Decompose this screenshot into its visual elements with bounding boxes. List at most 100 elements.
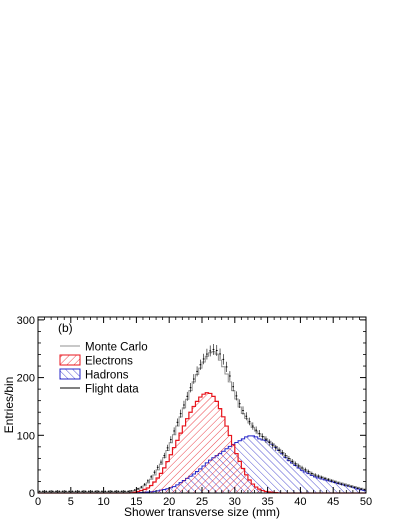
flight-data-point — [304, 467, 307, 473]
flight-data-point — [206, 348, 208, 360]
flight-data-point — [301, 465, 303, 471]
flight-data-point — [229, 371, 231, 381]
legend-swatch — [59, 368, 81, 380]
legend-item-hadrons: Hadrons — [59, 368, 129, 382]
flight-data-point — [110, 490, 113, 492]
flight-data-point — [104, 490, 107, 492]
flight-data-point — [58, 490, 61, 492]
axis-ticks: 0 5 10 15 20 25 30 35 40 45 50 0 100 200 300 — [17, 315, 372, 508]
flight-data-point — [242, 406, 244, 415]
x-tick-label: 15 — [130, 496, 142, 508]
flight-data-point — [120, 490, 123, 492]
flight-data-point — [51, 490, 54, 492]
x-tick-label: 30 — [229, 496, 241, 508]
x-tick-label: 0 — [35, 496, 41, 508]
legend-item-data: Flight data — [60, 384, 139, 396]
x-tick-label: 25 — [196, 496, 208, 508]
flight-data-point — [265, 436, 267, 443]
flight-data-point — [219, 348, 221, 360]
flight-data-point — [307, 469, 310, 474]
flight-data-point — [330, 479, 333, 483]
flight-data-point — [334, 480, 336, 484]
flight-data-point — [170, 436, 172, 443]
flight-data-point — [252, 422, 254, 430]
flight-data-point — [127, 490, 130, 492]
flight-data-point — [153, 470, 156, 475]
x-tick-label: 10 — [97, 496, 109, 508]
flight-data-point — [297, 463, 300, 469]
panel-label: (b) — [58, 321, 73, 335]
flight-data-point — [347, 484, 349, 488]
flight-data-point — [156, 465, 159, 470]
flight-data-point — [268, 439, 271, 446]
y-tick-label: 200 — [17, 373, 35, 385]
flight-data-point — [271, 442, 274, 449]
flight-data-point — [176, 418, 179, 427]
flight-data-point — [130, 490, 133, 492]
flight-data-point — [314, 473, 316, 478]
y-tick-label: 0 — [29, 488, 35, 500]
flight-data-point — [360, 488, 362, 490]
flight-data-point — [61, 490, 64, 492]
flight-data-point — [284, 452, 287, 459]
flight-data-point — [215, 345, 218, 356]
legend-item-electrons: Electrons — [59, 354, 133, 368]
y-tick-label: 300 — [17, 315, 35, 327]
x-axis-label: Shower transverse size (mm) — [124, 505, 280, 519]
y-tick-label: 100 — [17, 430, 35, 442]
flight-data-point — [320, 475, 323, 480]
flight-data-point — [38, 490, 41, 492]
plot-area — [37, 343, 367, 494]
flight-data-point — [235, 391, 238, 401]
x-tick-label: 5 — [68, 496, 74, 508]
flight-data-point — [222, 354, 225, 365]
flight-data-point — [140, 485, 143, 489]
flight-data-point — [202, 353, 205, 365]
legend-label: Monte Carlo — [85, 342, 148, 354]
flight-data-point — [278, 447, 280, 454]
x-tick-label: 50 — [360, 496, 372, 508]
flight-data-point — [74, 490, 77, 492]
flight-data-point — [137, 487, 139, 490]
flight-data-point — [65, 490, 67, 492]
flight-data-point — [294, 461, 297, 467]
flight-data-point — [196, 366, 198, 377]
flight-data-point — [88, 490, 90, 492]
legend-swatch — [59, 354, 81, 366]
electrons-fill — [38, 392, 366, 493]
flight-data-point — [261, 433, 264, 441]
x-tick-label: 40 — [294, 496, 306, 508]
flight-data-point — [248, 417, 251, 426]
flight-data-point — [353, 486, 356, 489]
flight-data-point — [71, 490, 74, 492]
flight-data-point — [350, 485, 353, 488]
flight-data-point — [124, 490, 126, 492]
flight-data-point — [363, 488, 366, 491]
flight-data-points — [38, 343, 366, 492]
flight-data-point — [117, 490, 120, 492]
x-tick-label: 20 — [163, 496, 175, 508]
legend: Monte Carlo Electrons Hadrons Flight data — [59, 342, 148, 396]
flight-data-point — [238, 399, 241, 409]
flight-data-point — [274, 444, 277, 452]
flight-data-point — [291, 458, 294, 465]
flight-data-point — [143, 483, 146, 486]
flight-data-point — [160, 459, 162, 465]
flight-data-point — [225, 361, 228, 373]
flight-data-point — [317, 474, 320, 479]
flight-data-point — [324, 476, 326, 481]
flight-data-point — [101, 490, 103, 492]
flight-data-point — [245, 412, 248, 421]
flight-data-point — [186, 391, 189, 401]
flight-data-point — [343, 483, 346, 487]
flight-data-point — [212, 343, 215, 355]
x-tick-label: 45 — [327, 496, 339, 508]
flight-data-point — [209, 345, 212, 357]
flight-data-point — [311, 471, 313, 476]
flight-data-point — [173, 427, 175, 435]
legend-label: Electrons — [85, 356, 133, 368]
flight-data-point — [337, 481, 339, 485]
flight-data-point — [133, 489, 136, 491]
flight-data-point — [84, 490, 87, 492]
flight-data-point — [150, 475, 152, 479]
